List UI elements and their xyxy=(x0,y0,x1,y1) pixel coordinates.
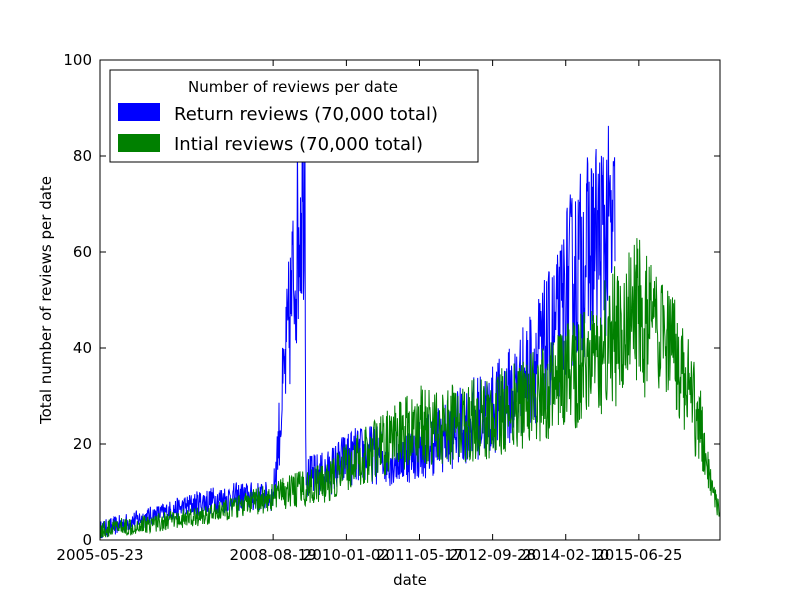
legend: Number of reviews per date Return review… xyxy=(109,69,479,163)
x-tick-label: 2008-08-19 xyxy=(230,546,317,564)
legend-label-return: Return reviews (70,000 total) xyxy=(174,104,438,125)
x-tick-label: 2005-05-23 xyxy=(56,546,143,564)
y-axis-label: Total number of reviews per date xyxy=(37,176,55,425)
y-tick-label: 40 xyxy=(73,339,92,357)
y-tick-label: 80 xyxy=(73,147,92,165)
legend-swatch-initial xyxy=(118,134,160,152)
ticks-layer: 0 20 40 60 80 100 2005-05-23 2008-08-192010-01-… xyxy=(56,51,720,564)
x-tick-label: 2010-01-02 xyxy=(303,546,390,564)
y-tick-label: 100 xyxy=(63,51,92,69)
x-tick-label: 2012-09-28 xyxy=(449,546,536,564)
x-tick-label: 2011-05-17 xyxy=(376,546,463,564)
y-tick-label: 0 xyxy=(82,531,92,549)
x-tick-label: 2015-06-25 xyxy=(595,546,682,564)
legend-label-initial: Intial reviews (70,000 total) xyxy=(174,134,423,155)
x-axis-label: date xyxy=(393,571,427,589)
plot-frame xyxy=(99,59,721,541)
legend-box xyxy=(109,69,479,163)
y-tick-label: 60 xyxy=(73,243,92,261)
legend-swatch-return xyxy=(118,103,160,121)
x-tick-label: 2014-02-10 xyxy=(522,546,609,564)
series-line-initial xyxy=(99,238,721,539)
series-layer xyxy=(99,94,721,539)
y-tick-label: 20 xyxy=(73,435,92,453)
legend-title: Number of reviews per date xyxy=(188,78,398,96)
